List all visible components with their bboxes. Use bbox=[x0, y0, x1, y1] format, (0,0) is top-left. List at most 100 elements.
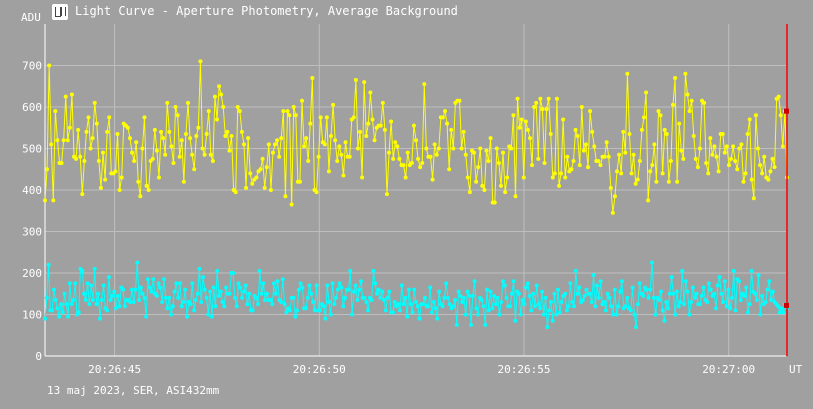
data-point bbox=[273, 291, 278, 296]
data-point bbox=[208, 289, 213, 294]
data-point bbox=[690, 285, 695, 290]
data-point bbox=[76, 127, 81, 132]
data-point bbox=[244, 185, 249, 190]
data-point bbox=[348, 268, 353, 273]
data-point bbox=[145, 277, 150, 282]
data-point bbox=[293, 113, 298, 118]
data-point bbox=[673, 75, 678, 80]
data-point bbox=[343, 140, 348, 145]
data-point bbox=[749, 177, 754, 182]
data-point bbox=[596, 295, 601, 300]
data-point bbox=[218, 289, 223, 294]
data-point bbox=[435, 316, 440, 321]
data-point bbox=[393, 140, 398, 145]
data-point bbox=[279, 136, 284, 141]
data-point bbox=[177, 154, 182, 159]
data-point bbox=[644, 287, 649, 292]
data-point bbox=[509, 146, 514, 151]
data-point bbox=[401, 163, 406, 168]
data-point bbox=[250, 308, 255, 313]
data-point bbox=[492, 293, 497, 298]
data-point bbox=[714, 154, 719, 159]
data-point bbox=[614, 312, 619, 317]
y-tick-label: 300 bbox=[22, 226, 42, 239]
data-point bbox=[113, 169, 118, 174]
data-point bbox=[350, 312, 355, 317]
data-point bbox=[183, 287, 188, 292]
data-point bbox=[529, 308, 534, 313]
data-point bbox=[513, 194, 518, 199]
data-point bbox=[603, 308, 608, 313]
data-point bbox=[159, 129, 164, 134]
data-point bbox=[210, 158, 215, 163]
data-point bbox=[142, 115, 147, 120]
data-point bbox=[534, 100, 539, 105]
data-point bbox=[505, 175, 510, 180]
data-point bbox=[380, 289, 385, 294]
data-point bbox=[772, 165, 777, 170]
chart-app-icon[interactable] bbox=[52, 4, 68, 20]
data-point bbox=[198, 59, 203, 64]
data-point bbox=[432, 142, 437, 147]
data-point bbox=[557, 183, 562, 188]
data-point bbox=[128, 300, 133, 305]
data-point bbox=[550, 175, 555, 180]
data-point bbox=[760, 171, 765, 176]
data-point bbox=[103, 177, 108, 182]
data-point bbox=[511, 279, 516, 284]
data-point bbox=[720, 131, 725, 136]
data-point bbox=[243, 283, 248, 288]
data-point bbox=[163, 295, 168, 300]
data-point bbox=[442, 295, 447, 300]
data-point bbox=[543, 295, 548, 300]
data-point bbox=[314, 190, 319, 195]
data-point bbox=[634, 324, 639, 329]
data-point bbox=[405, 314, 410, 319]
data-point bbox=[527, 293, 532, 298]
data-point bbox=[469, 322, 474, 327]
data-point bbox=[660, 308, 665, 313]
data-point bbox=[492, 200, 497, 205]
data-point bbox=[447, 167, 452, 172]
data-point bbox=[428, 285, 433, 290]
title-bar: Light Curve - Aperture Photometry, Avera… bbox=[0, 0, 813, 24]
data-point bbox=[380, 100, 385, 105]
data-point bbox=[503, 190, 508, 195]
data-point bbox=[706, 171, 711, 176]
data-point bbox=[621, 129, 626, 134]
data-point bbox=[445, 121, 450, 126]
data-point bbox=[169, 312, 174, 317]
data-point bbox=[666, 306, 671, 311]
data-point bbox=[142, 295, 147, 300]
data-point bbox=[304, 136, 309, 141]
data-point bbox=[758, 163, 763, 168]
data-point bbox=[358, 279, 363, 284]
footer-info: 13 maj 2023, SER, ASI432mm bbox=[47, 384, 220, 397]
data-point bbox=[591, 273, 596, 278]
data-point bbox=[744, 285, 749, 290]
data-point bbox=[376, 287, 381, 292]
data-point bbox=[129, 287, 134, 292]
data-point bbox=[82, 158, 87, 163]
data-point bbox=[646, 198, 651, 203]
data-point bbox=[552, 171, 557, 176]
data-point bbox=[509, 291, 514, 296]
data-point bbox=[592, 144, 597, 149]
data-point bbox=[324, 115, 329, 120]
data-point bbox=[598, 163, 603, 168]
data-point bbox=[571, 304, 576, 309]
data-point bbox=[648, 287, 653, 292]
data-point bbox=[331, 102, 336, 107]
data-point bbox=[322, 142, 327, 147]
data-point bbox=[167, 295, 172, 300]
data-point bbox=[440, 304, 445, 309]
time-cursor[interactable] bbox=[784, 24, 789, 356]
data-point bbox=[738, 297, 743, 302]
data-point bbox=[204, 131, 209, 136]
data-point bbox=[415, 304, 420, 309]
data-point bbox=[364, 300, 369, 305]
data-point bbox=[372, 138, 377, 143]
data-point bbox=[513, 318, 518, 323]
data-point bbox=[769, 297, 774, 302]
